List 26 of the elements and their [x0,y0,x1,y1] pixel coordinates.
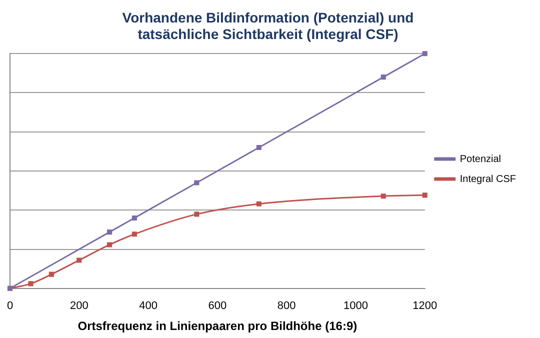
legend-label: Integral CSF [460,174,516,185]
point [422,51,428,56]
point [132,215,137,220]
x-tick-label: 0 [6,300,14,312]
point [194,212,200,217]
x-tick-label: 200 [70,300,88,312]
point [194,180,200,186]
x-tick-label: 1200 [412,300,438,312]
point [48,272,54,277]
x-tick-label: 600 [208,300,227,312]
point [380,194,386,199]
point [380,74,386,80]
legend-label: Potenzial [460,154,502,165]
x-tick-label: 1000 [343,300,368,312]
point [256,145,262,150]
x-axis-title: Ortsfrequenz in Linienpaaren pro Bildhöhe (16:9) [78,319,358,334]
point [132,232,137,237]
x-tick-label: 400 [139,300,158,312]
point [107,230,112,235]
point [76,258,82,263]
point [28,281,34,286]
x-tick-label: 800 [277,300,296,312]
chart-title: Vorhandene Bildinformation (Potenzial) und tatsächliche Sichtbarkeit (Integral CSF) [122,9,414,42]
point [256,201,262,206]
point [107,242,112,248]
point [422,192,428,198]
